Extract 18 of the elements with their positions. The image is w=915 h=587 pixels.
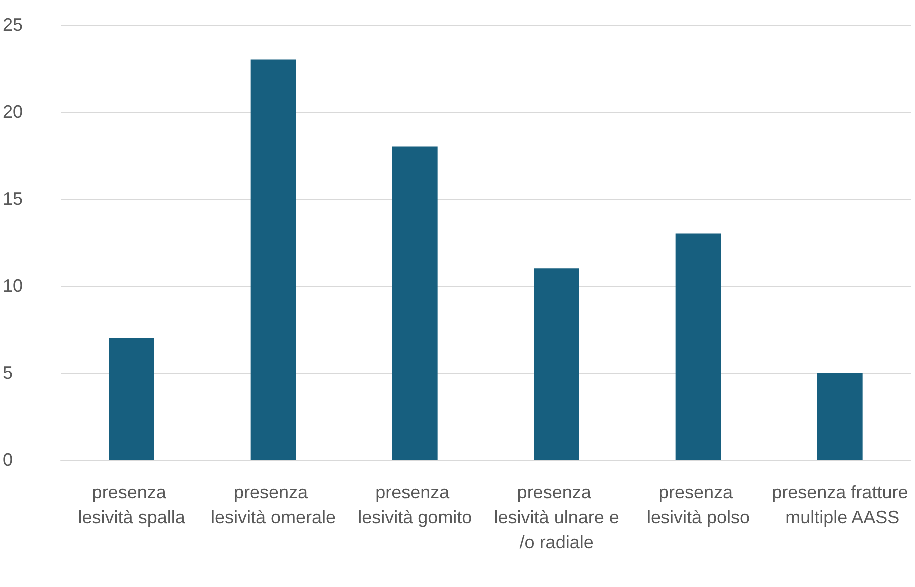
- bar: [534, 268, 580, 460]
- y-tick-label: 10: [3, 276, 24, 296]
- y-tick-label: 25: [3, 15, 24, 35]
- y-tick-label: 20: [3, 102, 24, 122]
- x-tick-label: presenza lesività polso: [646, 482, 750, 528]
- bar: [676, 234, 722, 460]
- bar: [818, 373, 863, 460]
- bar: [392, 146, 438, 460]
- bar: [109, 338, 154, 460]
- x-tick-label: presenza lesività ulnare e/o radiale: [494, 482, 620, 552]
- y-tick-label: 5: [3, 363, 14, 383]
- x-tick-label: presenza lesività omerale: [210, 482, 336, 528]
- x-tick-label: presenza fratture multiple AASS: [772, 482, 908, 528]
- x-tick-label: presenza lesività gomito: [358, 482, 472, 528]
- y-tick-label: 0: [3, 450, 14, 470]
- x-tick-label: presenza lesività spalla: [78, 482, 186, 528]
- y-tick-label: 15: [3, 189, 24, 209]
- bar: [250, 60, 296, 460]
